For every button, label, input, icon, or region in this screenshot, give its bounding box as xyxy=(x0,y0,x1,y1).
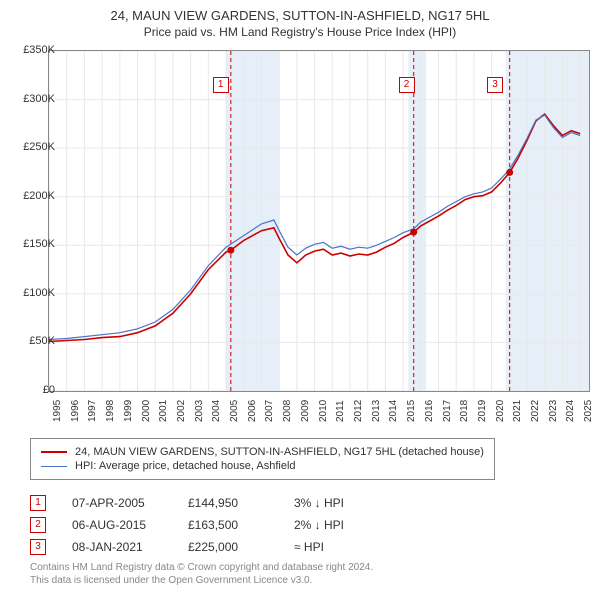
x-tick-label: 2017 xyxy=(442,400,453,422)
legend-label: 24, MAUN VIEW GARDENS, SUTTON-IN-ASHFIEL… xyxy=(75,446,484,458)
footer: Contains HM Land Registry data © Crown c… xyxy=(30,562,373,587)
x-tick-label: 2023 xyxy=(548,400,559,422)
callout-number: 3 xyxy=(487,77,503,93)
title-line-1: 24, MAUN VIEW GARDENS, SUTTON-IN-ASHFIEL… xyxy=(0,0,600,23)
legend: 24, MAUN VIEW GARDENS, SUTTON-IN-ASHFIEL… xyxy=(30,438,495,480)
x-tick-label: 2021 xyxy=(512,400,523,422)
x-tick-label: 2015 xyxy=(406,400,417,422)
x-tick-label: 2024 xyxy=(565,400,576,422)
callout-number: 2 xyxy=(399,77,415,93)
sales-delta: 3% ↓ HPI xyxy=(294,496,374,510)
x-tick-label: 2019 xyxy=(477,400,488,422)
legend-swatch xyxy=(41,451,67,453)
plot-area xyxy=(48,50,590,392)
sales-row: 1 07-APR-2005 £144,950 3% ↓ HPI xyxy=(30,492,374,514)
y-tick-label: £350K xyxy=(5,44,55,56)
footer-line-2: This data is licensed under the Open Gov… xyxy=(30,575,373,588)
sales-date: 06-AUG-2015 xyxy=(72,518,162,532)
x-tick-label: 2020 xyxy=(495,400,506,422)
sales-delta: 2% ↓ HPI xyxy=(294,518,374,532)
x-tick-label: 2013 xyxy=(371,400,382,422)
chart-container: 24, MAUN VIEW GARDENS, SUTTON-IN-ASHFIEL… xyxy=(0,0,600,590)
y-tick-label: £0 xyxy=(5,384,55,396)
legend-row: HPI: Average price, detached house, Ashf… xyxy=(41,459,484,473)
footer-line-1: Contains HM Land Registry data © Crown c… xyxy=(30,562,373,575)
x-tick-label: 2006 xyxy=(247,400,258,422)
x-tick-label: 2014 xyxy=(388,400,399,422)
x-tick-label: 2003 xyxy=(194,400,205,422)
sales-price: £163,500 xyxy=(188,518,268,532)
sales-table: 1 07-APR-2005 £144,950 3% ↓ HPI 2 06-AUG-2015… xyxy=(30,492,374,558)
x-tick-label: 2010 xyxy=(318,400,329,422)
sales-row: 2 06-AUG-2015 £163,500 2% ↓ HPI xyxy=(30,514,374,536)
x-tick-label: 2001 xyxy=(158,400,169,422)
sales-date: 08-JAN-2021 xyxy=(72,540,162,554)
y-tick-label: £100K xyxy=(5,287,55,299)
x-tick-label: 2000 xyxy=(141,400,152,422)
x-tick-label: 1998 xyxy=(105,400,116,422)
x-tick-label: 2022 xyxy=(530,400,541,422)
plot-svg xyxy=(49,51,589,391)
x-tick-label: 1999 xyxy=(123,400,134,422)
sales-date: 07-APR-2005 xyxy=(72,496,162,510)
x-tick-label: 2012 xyxy=(353,400,364,422)
x-tick-label: 2002 xyxy=(176,400,187,422)
sales-row: 3 08-JAN-2021 £225,000 ≈ HPI xyxy=(30,536,374,558)
sales-number: 3 xyxy=(30,539,46,555)
x-tick-label: 2009 xyxy=(300,400,311,422)
x-tick-label: 2025 xyxy=(583,400,594,422)
legend-swatch xyxy=(41,466,67,467)
x-tick-label: 2005 xyxy=(229,400,240,422)
x-tick-label: 2004 xyxy=(211,400,222,422)
legend-row: 24, MAUN VIEW GARDENS, SUTTON-IN-ASHFIEL… xyxy=(41,445,484,459)
callout-number: 1 xyxy=(213,77,229,93)
title-line-2: Price paid vs. HM Land Registry's House … xyxy=(0,23,600,45)
sales-delta: ≈ HPI xyxy=(294,540,374,554)
y-tick-label: £300K xyxy=(5,93,55,105)
x-tick-label: 2011 xyxy=(335,400,346,422)
x-tick-label: 2018 xyxy=(459,400,470,422)
sales-price: £144,950 xyxy=(188,496,268,510)
x-tick-label: 2008 xyxy=(282,400,293,422)
x-tick-label: 2016 xyxy=(424,400,435,422)
sales-price: £225,000 xyxy=(188,540,268,554)
sales-number: 2 xyxy=(30,517,46,533)
y-tick-label: £150K xyxy=(5,238,55,250)
y-tick-label: £50K xyxy=(5,335,55,347)
sales-number: 1 xyxy=(30,495,46,511)
y-tick-label: £200K xyxy=(5,190,55,202)
x-tick-label: 1995 xyxy=(52,400,63,422)
x-tick-label: 2007 xyxy=(264,400,275,422)
x-tick-label: 1996 xyxy=(70,400,81,422)
x-tick-label: 1997 xyxy=(87,400,98,422)
y-tick-label: £250K xyxy=(5,141,55,153)
legend-label: HPI: Average price, detached house, Ashf… xyxy=(75,460,296,472)
